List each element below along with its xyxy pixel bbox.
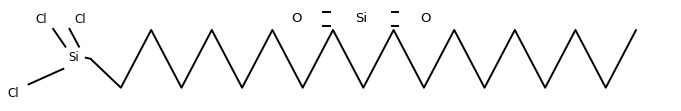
Text: Cl: Cl <box>7 87 20 100</box>
Text: Cl: Cl <box>74 13 86 27</box>
Text: Si: Si <box>355 12 367 25</box>
Text: O: O <box>420 12 431 25</box>
Text: Si: Si <box>68 51 79 64</box>
Text: Cl: Cl <box>35 13 47 27</box>
Text: O: O <box>291 12 302 25</box>
